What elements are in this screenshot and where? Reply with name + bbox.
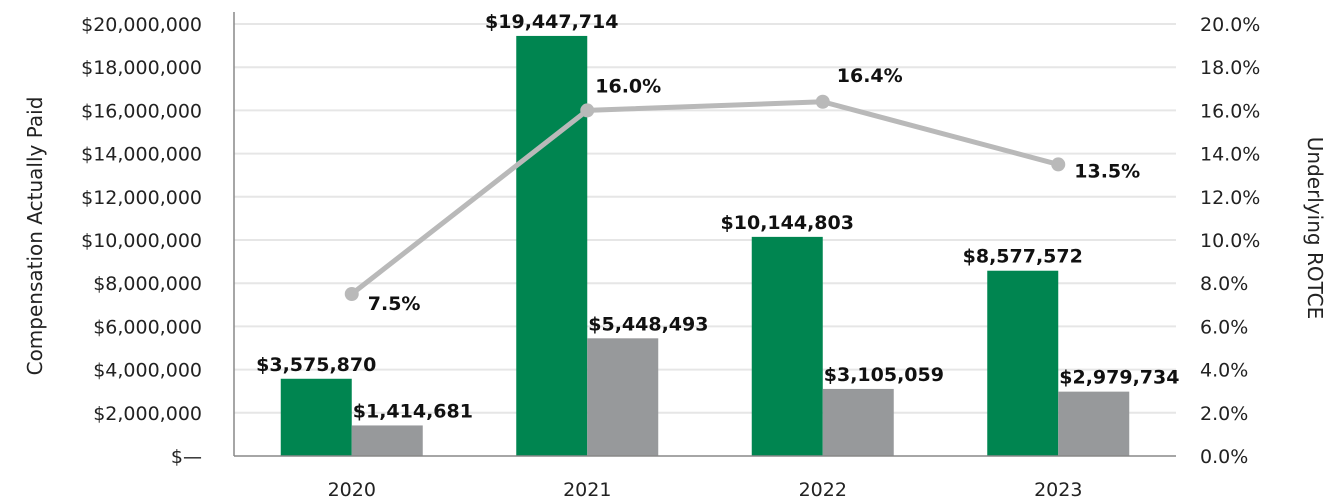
y-tick-label-right: 18.0% bbox=[1200, 57, 1260, 79]
y-tick-label-left: $20,000,000 bbox=[81, 14, 202, 36]
bar-gray bbox=[822, 388, 894, 456]
bar-green bbox=[280, 378, 352, 456]
bar-value-label-green: $19,447,714 bbox=[485, 11, 618, 33]
x-tick-label: 2022 bbox=[799, 479, 847, 498]
rotce-point bbox=[344, 287, 359, 301]
y-tick-label-right: 6.0% bbox=[1200, 316, 1248, 338]
bar-green bbox=[516, 35, 588, 456]
rotce-value-label: 16.4% bbox=[837, 65, 903, 87]
y-tick-label-right: 2.0% bbox=[1200, 403, 1248, 425]
data-labels: $3,575,870 $1,414,681 $19,447,714 $5,448,49… bbox=[256, 11, 1179, 423]
y-tick-label-left: $— bbox=[171, 446, 202, 468]
bar-gray bbox=[351, 425, 423, 456]
x-tick-label: 2023 bbox=[1034, 479, 1082, 498]
y-tick-label-left: $6,000,000 bbox=[93, 316, 202, 338]
rotce-value-label: 16.0% bbox=[595, 75, 661, 97]
rotce-value-label: 7.5% bbox=[368, 293, 421, 315]
bar-value-label-gray: $5,448,493 bbox=[588, 313, 708, 335]
bar-green bbox=[987, 270, 1059, 456]
axes bbox=[233, 12, 1176, 457]
y-tick-label-left: $16,000,000 bbox=[81, 100, 202, 122]
y-tick-label-left: $12,000,000 bbox=[81, 187, 202, 209]
bar-gray bbox=[587, 338, 659, 456]
rotce-point bbox=[815, 94, 830, 109]
bar-green bbox=[751, 236, 823, 456]
y-axis-title-left: Compensation Actually Paid bbox=[23, 97, 47, 376]
y-tick-label-left: $4,000,000 bbox=[93, 360, 202, 382]
x-tick-label: 2021 bbox=[563, 479, 611, 498]
bar-value-label-green: $3,575,870 bbox=[256, 354, 376, 376]
y-tick-label-right: 14.0% bbox=[1200, 144, 1260, 166]
y-tick-label-right: 12.0% bbox=[1200, 187, 1260, 209]
rotce-point bbox=[580, 103, 595, 118]
tick-labels: $— 0.0% $2,000,000 2.0% $4,000,000 4.0% $6,000… bbox=[81, 14, 1260, 498]
y-tick-label-right: 0.0% bbox=[1200, 446, 1248, 468]
bars bbox=[280, 35, 1130, 456]
y-tick-label-left: $18,000,000 bbox=[81, 57, 202, 79]
rotce-value-label: 13.5% bbox=[1074, 160, 1140, 182]
bar-gray bbox=[1058, 391, 1130, 456]
y-tick-label-left: $2,000,000 bbox=[93, 403, 202, 425]
rotce-line-path bbox=[350, 99, 1059, 296]
y-tick-label-left: $8,000,000 bbox=[93, 273, 202, 295]
gridlines bbox=[234, 23, 1176, 414]
bar-value-label-gray: $2,979,734 bbox=[1059, 367, 1179, 389]
y-tick-label-right: 16.0% bbox=[1200, 100, 1260, 122]
bar-value-label-green: $8,577,572 bbox=[963, 246, 1083, 268]
rotce-line bbox=[344, 94, 1066, 301]
bar-value-label-gray: $1,414,681 bbox=[353, 400, 473, 422]
bar-value-label-green: $10,144,803 bbox=[721, 212, 854, 234]
rotce-point bbox=[1051, 157, 1066, 172]
y-tick-label-right: 10.0% bbox=[1200, 230, 1260, 252]
y-tick-label-left: $14,000,000 bbox=[81, 144, 202, 166]
x-tick-label: 2020 bbox=[328, 479, 376, 498]
y-axis-title-right: Underlying ROTCE bbox=[1303, 137, 1327, 320]
y-tick-label-left: $10,000,000 bbox=[81, 230, 202, 252]
y-tick-label-right: 8.0% bbox=[1200, 273, 1248, 295]
bar-value-label-gray: $3,105,059 bbox=[824, 364, 944, 386]
y-tick-label-right: 20.0% bbox=[1200, 14, 1260, 36]
y-tick-label-right: 4.0% bbox=[1200, 360, 1248, 382]
